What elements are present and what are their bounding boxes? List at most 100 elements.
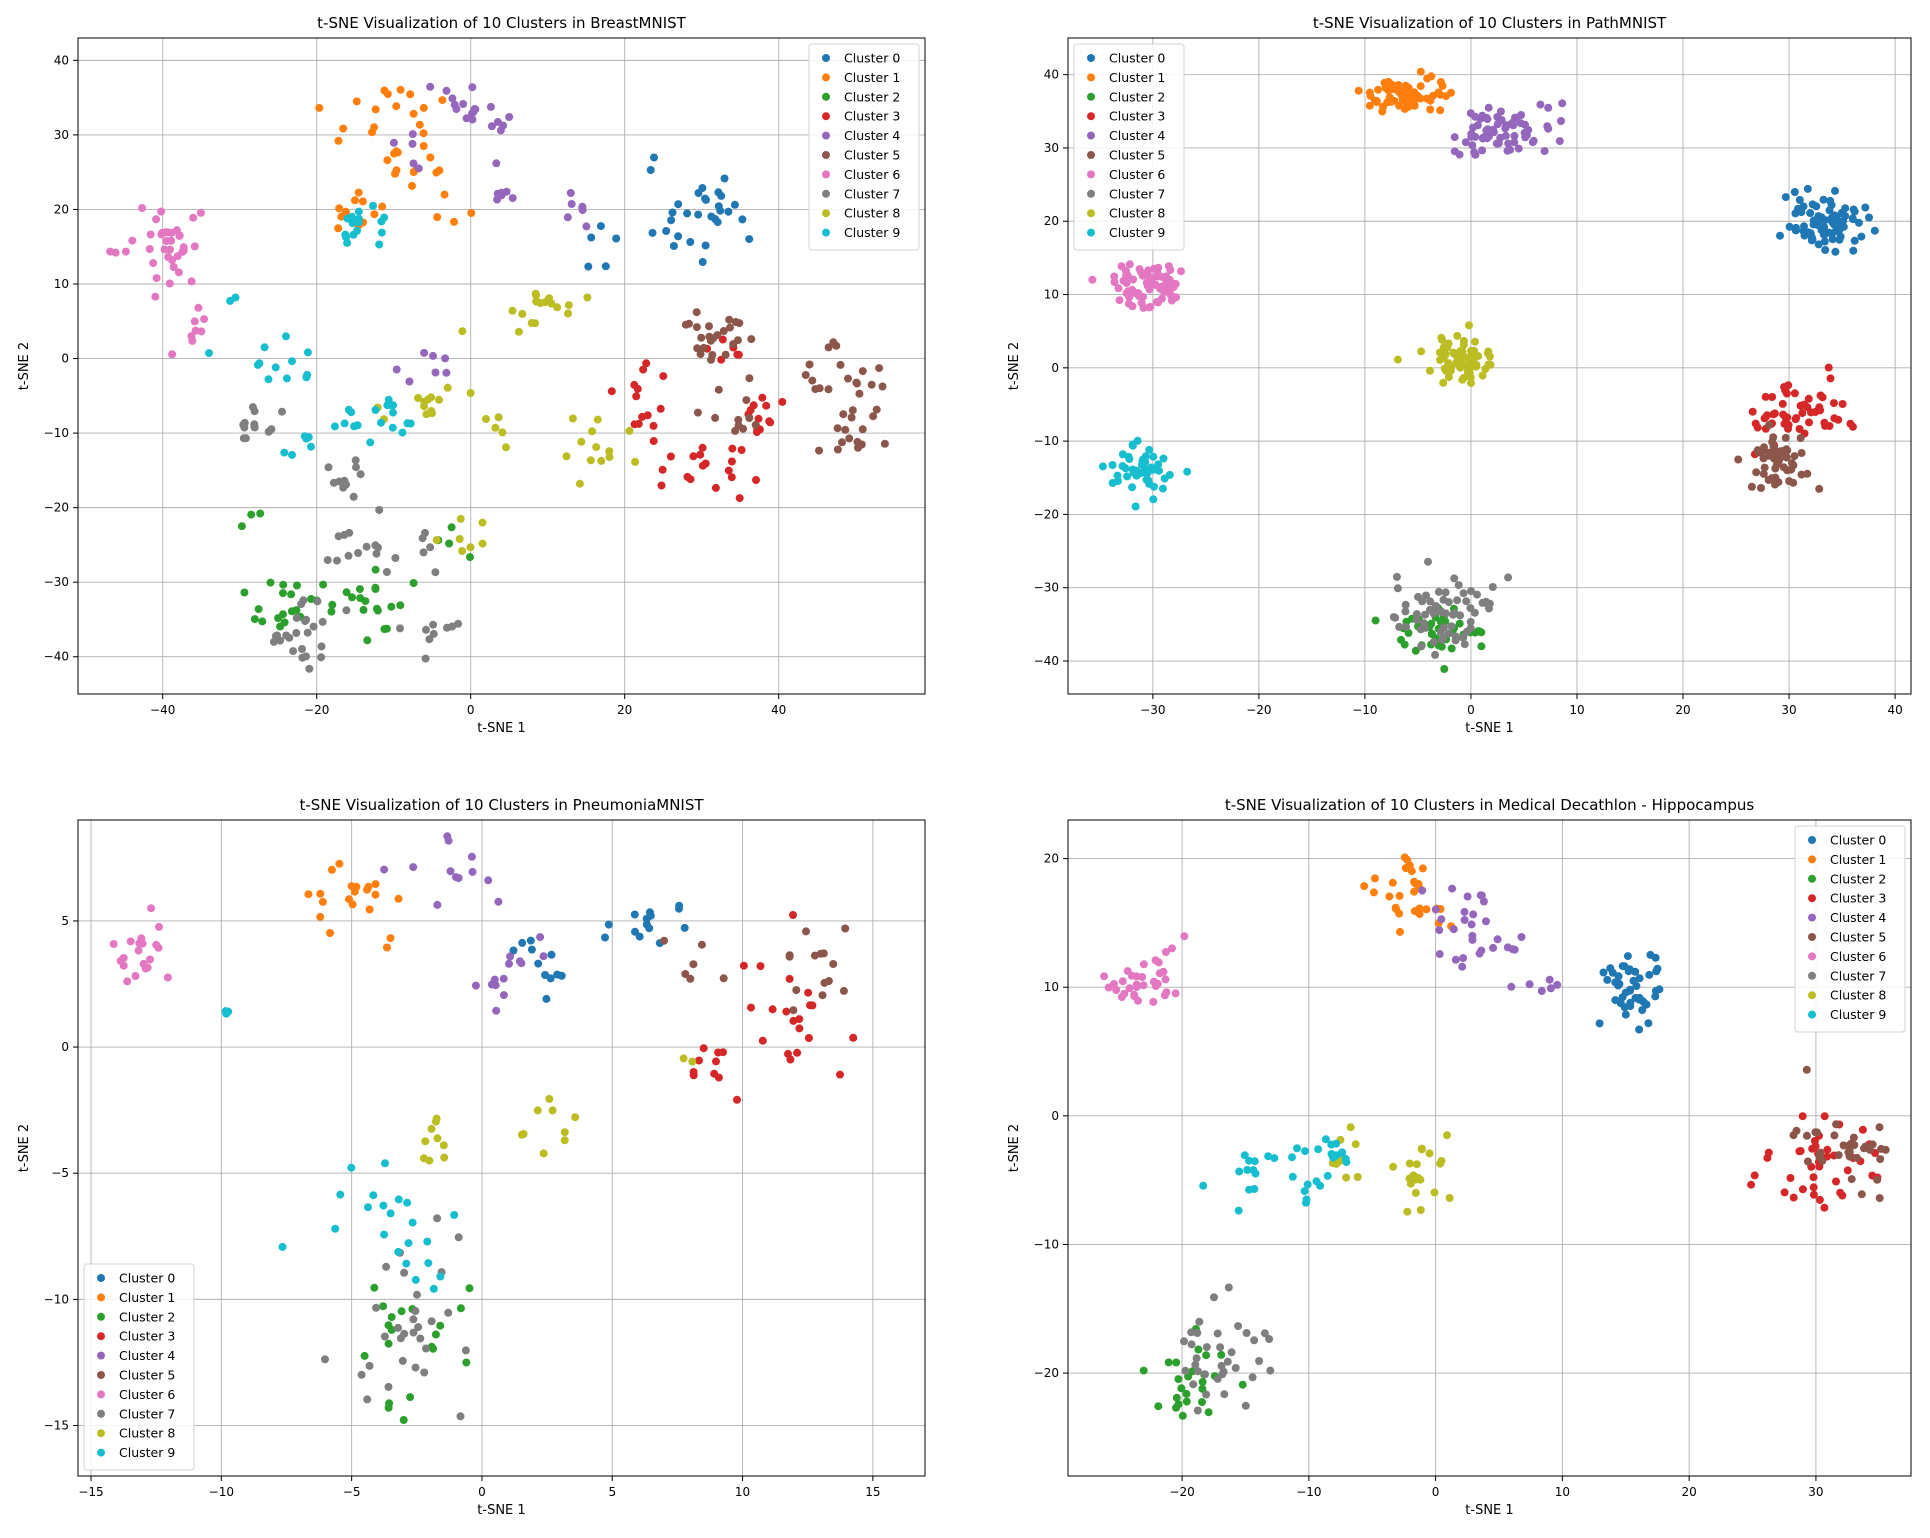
legend-marker [1087, 73, 1095, 82]
point-cluster-7 [420, 1368, 429, 1377]
point-cluster-4 [1543, 122, 1552, 131]
point-cluster-7 [1460, 640, 1469, 649]
point-cluster-7 [1466, 617, 1475, 626]
point-cluster-4 [1471, 150, 1480, 159]
point-cluster-3 [1751, 419, 1760, 428]
point-cluster-7 [352, 463, 360, 472]
x-tick-label: 10 [1555, 1485, 1570, 1499]
point-cluster-3 [1848, 422, 1857, 431]
point-cluster-8 [1449, 349, 1458, 358]
point-cluster-6 [131, 972, 140, 980]
point-cluster-0 [1635, 1025, 1644, 1034]
point-cluster-1 [1418, 864, 1427, 873]
point-cluster-6 [1154, 263, 1163, 272]
point-cluster-7 [1418, 597, 1427, 606]
point-cluster-8 [539, 1149, 548, 1158]
point-cluster-8 [1439, 353, 1448, 362]
point-cluster-5 [725, 315, 734, 324]
x-tick-label: 20 [1682, 1485, 1697, 1499]
point-cluster-6 [149, 259, 158, 268]
legend: Cluster 0 Cluster 1 Cluster 2 Cluster 3 Clus… [1073, 43, 1185, 251]
point-cluster-6 [152, 215, 161, 224]
point-cluster-0 [1785, 222, 1794, 231]
point-cluster-5 [692, 323, 701, 332]
point-cluster-7 [372, 1303, 381, 1312]
point-cluster-5 [1847, 1175, 1856, 1184]
point-cluster-0 [1808, 235, 1817, 244]
point-cluster-6 [1104, 983, 1113, 992]
point-cluster-3 [782, 1007, 791, 1016]
point-cluster-3 [657, 481, 666, 490]
point-cluster-4 [468, 867, 477, 876]
point-cluster-8 [432, 536, 441, 545]
point-cluster-2 [342, 588, 351, 597]
legend-marker [97, 1274, 105, 1282]
point-cluster-1 [339, 124, 348, 133]
point-cluster-4 [1448, 884, 1457, 893]
legend-label: Cluster 5 [1109, 148, 1165, 163]
point-cluster-3 [836, 1070, 844, 1079]
point-cluster-8 [532, 291, 541, 300]
point-cluster-4 [1463, 892, 1472, 901]
y-tick-label: 0 [61, 352, 69, 366]
point-cluster-9 [1288, 1172, 1297, 1181]
point-cluster-0 [1865, 213, 1873, 222]
legend-label: Cluster 2 [1109, 89, 1165, 104]
legend-label: Cluster 7 [1109, 186, 1165, 201]
point-cluster-7 [1210, 1293, 1218, 1302]
point-cluster-8 [456, 514, 465, 523]
point-cluster-4 [1517, 933, 1526, 941]
point-cluster-1 [337, 212, 346, 221]
point-cluster-6 [1165, 275, 1174, 284]
legend-marker [1808, 991, 1816, 1000]
point-cluster-9 [264, 375, 273, 384]
point-cluster-7 [1434, 587, 1443, 596]
point-cluster-1 [1436, 78, 1445, 86]
point-cluster-1 [1412, 879, 1421, 888]
point-cluster-8 [1389, 1162, 1398, 1171]
legend-label: Cluster 7 [844, 186, 900, 201]
point-cluster-7 [394, 1323, 402, 1332]
point-cluster-7 [1429, 609, 1438, 618]
point-cluster-9 [366, 438, 375, 447]
point-cluster-9 [1183, 467, 1192, 476]
point-cluster-0 [1614, 972, 1623, 981]
point-cluster-7 [1193, 1367, 1202, 1376]
point-cluster-5 [742, 396, 751, 405]
point-cluster-4 [1468, 141, 1477, 150]
point-cluster-1 [352, 97, 361, 106]
point-cluster-4 [505, 959, 513, 968]
point-cluster-3 [1829, 399, 1838, 408]
point-cluster-2 [1178, 1411, 1187, 1420]
point-cluster-0 [650, 153, 658, 162]
point-cluster-0 [1655, 985, 1664, 994]
point-cluster-9 [450, 1211, 459, 1219]
point-cluster-6 [1139, 981, 1148, 990]
point-cluster-3 [1843, 1166, 1852, 1175]
chart-1: t-SNE Visualization of 10 Clusters in Pa… [1007, 14, 1912, 736]
point-cluster-3 [632, 392, 641, 401]
point-cluster-3 [1790, 389, 1799, 398]
point-cluster-5 [1792, 1126, 1801, 1135]
point-cluster-7 [1395, 622, 1404, 631]
point-cluster-9 [255, 359, 264, 368]
point-cluster-3 [793, 1048, 802, 1057]
point-cluster-8 [514, 327, 523, 336]
point-cluster-4 [408, 139, 417, 148]
point-cluster-0 [646, 911, 655, 920]
point-cluster-6 [166, 245, 174, 254]
point-cluster-7 [448, 622, 457, 631]
point-cluster-5 [836, 360, 845, 369]
point-cluster-7 [1193, 1329, 1202, 1337]
point-cluster-4 [578, 202, 587, 211]
point-cluster-7 [411, 1307, 420, 1315]
point-cluster-1 [1413, 92, 1422, 100]
point-cluster-4 [492, 159, 501, 168]
point-cluster-7 [1224, 1283, 1233, 1292]
point-cluster-8 [1437, 333, 1446, 342]
point-cluster-0 [1645, 970, 1654, 979]
point-cluster-3 [1748, 407, 1757, 416]
point-cluster-0 [1831, 186, 1839, 195]
point-cluster-1 [383, 156, 392, 165]
point-cluster-8 [562, 452, 571, 461]
